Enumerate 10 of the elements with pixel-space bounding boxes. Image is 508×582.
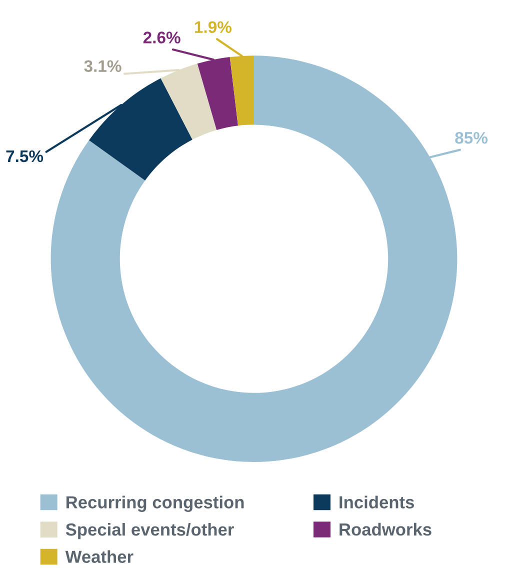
data-label: 2.6% [143,32,180,44]
data-label: 7.5% [6,150,44,162]
data-label: 1.9% [194,21,232,34]
data-label: 3.1% [84,60,122,72]
legend-label: Weather [65,550,134,563]
legend-label: Roadworks [340,522,432,536]
legend-label: Special events/other [66,522,234,540]
data-label: 85% [455,132,488,144]
legend-label: Incidents [340,496,414,508]
legend-label: Recurring congestion [66,496,244,512]
